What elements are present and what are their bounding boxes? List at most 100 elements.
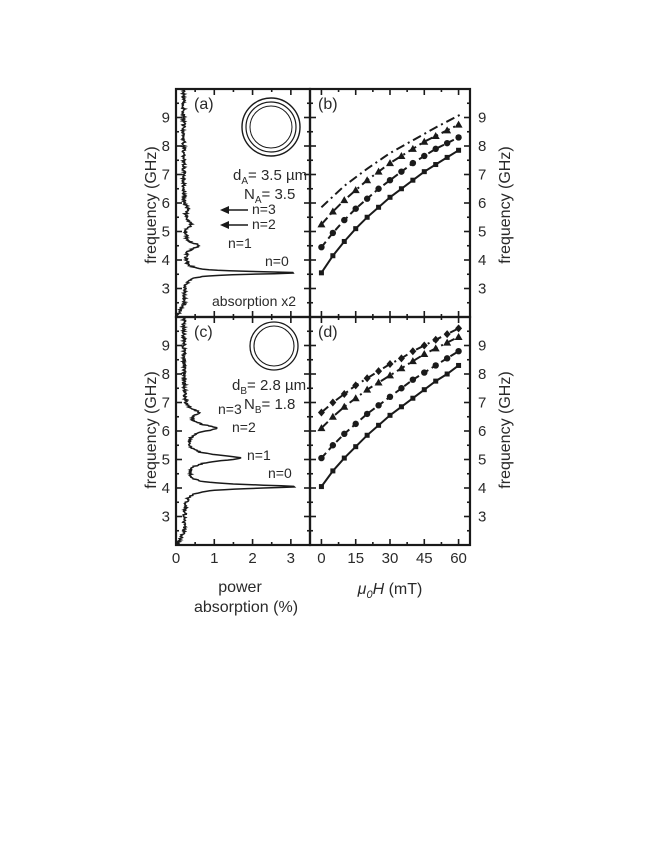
panel-label-a: (a)	[194, 96, 214, 113]
ytick-label-d: 7	[478, 395, 486, 412]
data-point-diamond	[329, 398, 337, 407]
panel-label-b: (b)	[318, 96, 338, 113]
mode-label-a-n3: n=3	[252, 201, 276, 217]
data-point-diamond	[375, 367, 383, 376]
data-point-circle	[409, 159, 417, 167]
sample-diameter-c: dB= 2.8 µm	[232, 377, 306, 397]
data-point-circle	[421, 369, 428, 376]
ylabel-a: frequency (GHz)	[143, 146, 160, 263]
mode-arrow-a-n3	[220, 206, 248, 214]
plot-frame-a	[174, 87, 312, 319]
absorption-spectrum-a	[174, 88, 295, 318]
ytick-label-c: 5	[162, 452, 170, 469]
ytick-label-b: 4	[478, 252, 486, 269]
data-point-square	[376, 422, 382, 428]
ytick-label-c: 8	[162, 366, 170, 383]
ytick-label-c: 4	[162, 480, 170, 497]
data-point-diamond	[352, 381, 360, 390]
data-point-circle	[443, 355, 451, 362]
data-point-circle	[409, 376, 417, 383]
ytick-label-b: 5	[478, 224, 486, 241]
ytick-label-a: 9	[162, 110, 170, 127]
ytick-label-b: 8	[478, 138, 486, 155]
ring-inset-a	[241, 97, 301, 157]
xtick-label-d: 45	[416, 550, 433, 567]
data-point-circle	[363, 195, 371, 202]
data-point-circle	[455, 348, 462, 355]
data-point-square	[318, 270, 324, 276]
data-point-square	[318, 484, 324, 490]
data-point-diamond	[317, 408, 325, 417]
data-point-circle	[398, 385, 405, 392]
data-point-circle	[352, 205, 359, 212]
data-point-square	[341, 455, 347, 461]
data-point-circle	[375, 402, 382, 409]
data-point-diamond	[363, 374, 371, 383]
data-point-square	[353, 226, 359, 232]
data-point-square	[456, 362, 462, 368]
data-point-diamond	[432, 335, 440, 344]
data-point-triangle	[454, 120, 463, 128]
data-point-circle	[398, 168, 405, 175]
mode-label-c-n0: n=0	[268, 465, 292, 481]
data-point-triangle	[351, 186, 360, 194]
xtick-label-d: 0	[317, 550, 325, 567]
sample-diameter-a: dA= 3.5 µm	[233, 167, 307, 187]
xtick-label-d: 60	[450, 550, 467, 567]
data-point-circle	[443, 139, 451, 147]
data-point-triangle	[328, 207, 337, 215]
data-point-square	[456, 147, 462, 153]
data-point-square	[376, 204, 382, 210]
ytick-label-d: 5	[478, 452, 486, 469]
ring-inset-c	[249, 321, 299, 371]
ytick-label-a: 3	[162, 281, 170, 298]
data-point-circle	[363, 410, 371, 418]
ytick-label-c: 9	[162, 338, 170, 355]
sample-turns-a: NA= 3.5	[244, 186, 295, 206]
data-point-square	[398, 186, 404, 192]
xlabel-c-line1: power	[218, 579, 262, 596]
ytick-label-c: 7	[162, 395, 170, 412]
data-point-diamond	[397, 354, 405, 363]
data-point-square	[387, 412, 393, 418]
sample-turns-c: NB= 1.8	[244, 396, 295, 416]
data-point-square	[421, 169, 427, 175]
data-point-triangle	[340, 196, 349, 204]
xtick-label-d: 30	[382, 550, 399, 567]
ytick-label-c: 3	[162, 509, 170, 526]
data-point-circle	[375, 185, 382, 192]
panel-b: 3 4 5 6 7 8 9	[308, 87, 486, 319]
data-point-triangle	[317, 424, 326, 432]
mode-arrow-a-n2	[220, 221, 248, 229]
data-point-circle	[352, 420, 359, 428]
data-point-triangle	[443, 126, 452, 134]
data-point-triangle	[420, 350, 429, 358]
ylabel-c: frequency (GHz)	[143, 371, 160, 488]
data-point-square	[330, 468, 336, 474]
ytick-label-c: 6	[162, 423, 170, 440]
data-point-triangle	[454, 332, 463, 340]
data-point-square	[330, 253, 336, 259]
data-point-square	[444, 371, 450, 377]
panel-label-d: (d)	[318, 324, 338, 341]
data-point-triangle	[420, 137, 429, 145]
data-point-square	[364, 214, 370, 220]
data-point-square	[364, 432, 370, 438]
ytick-label-a: 7	[162, 167, 170, 184]
mode-label-c-n1: n=1	[247, 447, 271, 463]
ytick-label-d: 8	[478, 366, 486, 383]
data-point-circle	[432, 145, 439, 153]
data-point-circle	[386, 177, 394, 184]
ytick-label-d: 3	[478, 509, 486, 526]
data-point-diamond	[340, 389, 348, 398]
plot-frame-b	[308, 87, 472, 319]
xtick-label-d: 15	[347, 550, 364, 567]
data-point-square	[398, 404, 404, 410]
xtick-label-c: 1	[210, 550, 218, 567]
data-point-diamond	[455, 324, 463, 333]
data-point-triangle	[397, 364, 406, 372]
data-point-diamond	[420, 341, 428, 350]
mode-label-c-n3: n=3	[218, 401, 242, 417]
data-point-triangle	[340, 402, 349, 410]
